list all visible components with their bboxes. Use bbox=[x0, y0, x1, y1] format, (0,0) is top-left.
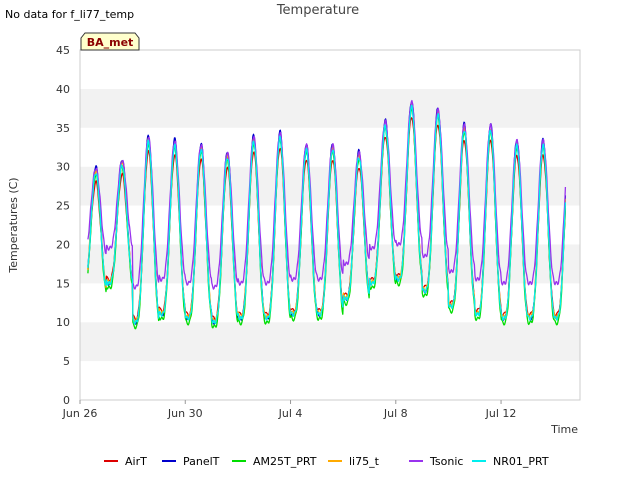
legend-label: li75_t bbox=[349, 455, 380, 468]
y-axis-label: Temperatures (C) bbox=[7, 177, 20, 273]
y-tick-label: 45 bbox=[56, 44, 70, 57]
y-axis-ticks: 0 5 10 15 20 25 30 35 40 45 bbox=[56, 44, 70, 407]
legend-item-tsonic: Tsonic bbox=[409, 455, 463, 468]
plot-frame bbox=[79, 49, 581, 401]
y-tick-label: 0 bbox=[63, 394, 70, 407]
legend-item-airt: AirT bbox=[104, 455, 147, 468]
legend-label: Tsonic bbox=[429, 455, 463, 468]
nodata-text: No data for f_li77_temp bbox=[5, 8, 134, 21]
legend-item-am25t-prt: AM25T_PRT bbox=[232, 455, 317, 468]
y-tick-label: 40 bbox=[56, 83, 70, 96]
legend-item-nr01-prt: NR01_PRT bbox=[472, 455, 549, 468]
x-tick-label: Jul 8 bbox=[383, 407, 408, 420]
y-tick-label: 5 bbox=[63, 355, 70, 368]
legend-label: NR01_PRT bbox=[493, 455, 549, 468]
series-lines bbox=[87, 99, 567, 330]
x-tick-label: Jun 30 bbox=[167, 407, 203, 420]
legend-label: PanelT bbox=[183, 455, 220, 468]
y-tick-label: 20 bbox=[56, 238, 70, 251]
grid-band bbox=[80, 88, 580, 128]
y-tick-label: 15 bbox=[56, 277, 70, 290]
legend-label: AM25T_PRT bbox=[253, 455, 317, 468]
badge-label: BA_met bbox=[87, 36, 134, 49]
grid-band bbox=[80, 322, 580, 362]
y-tick-label: 35 bbox=[56, 122, 70, 135]
legend-item-li75-t: li75_t bbox=[328, 455, 380, 468]
series-line-nr01-prt bbox=[87, 104, 567, 325]
legend-item-panelt: PanelT bbox=[162, 455, 220, 468]
y-tick-label: 30 bbox=[56, 161, 70, 174]
grid-band bbox=[80, 361, 580, 400]
x-tick-label: Jul 4 bbox=[278, 407, 303, 420]
badge-shape bbox=[80, 32, 140, 51]
y-tick-label: 25 bbox=[56, 200, 70, 213]
grid-band bbox=[80, 50, 580, 89]
x-axis-ticks: Jun 26 Jun 30 Jul 4 Jul 8 Jul 12 bbox=[62, 400, 517, 420]
ba-met-badge: BA_met bbox=[80, 32, 140, 51]
legend-label: AirT bbox=[125, 455, 147, 468]
x-tick-label: Jul 12 bbox=[485, 407, 517, 420]
grid-bands bbox=[80, 50, 580, 400]
x-tick-label: Jun 26 bbox=[62, 407, 98, 420]
x-axis-label: Time bbox=[550, 423, 578, 436]
legend: AirT PanelT AM25T_PRT li75_t Tsonic NR01_PRT bbox=[104, 455, 549, 468]
y-tick-label: 10 bbox=[56, 316, 70, 329]
chart-title: Temperature bbox=[276, 3, 359, 18]
